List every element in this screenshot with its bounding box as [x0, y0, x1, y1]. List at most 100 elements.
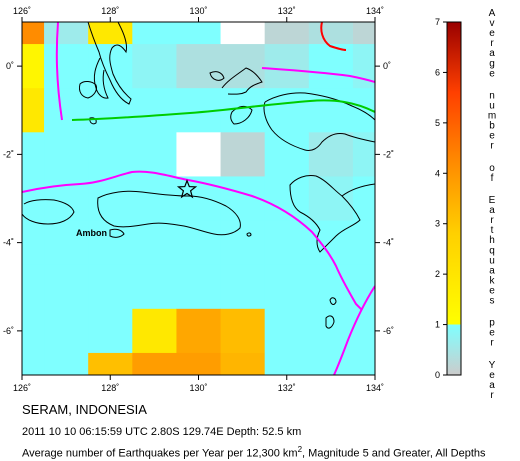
- heatmap-cell: [88, 88, 133, 133]
- heatmap-cell: [88, 308, 133, 354]
- coastline-small-isle-1: [89, 117, 97, 125]
- coastline-buru: [22, 199, 75, 225]
- plate-boundaries: [22, 22, 375, 375]
- x-tick-label: 132˚: [278, 383, 296, 393]
- y-tick-label: -2˚: [383, 149, 394, 159]
- heatmap-cell: [176, 352, 222, 375]
- boundary-southeast-magenta: [333, 285, 375, 375]
- coastline-kai: [325, 315, 335, 329]
- coastline-obi: [79, 81, 97, 99]
- y-tick-label: -6˚: [383, 326, 394, 336]
- heatmap-cell: [220, 22, 266, 45]
- heatmap-cell: [308, 88, 354, 133]
- colorbar-ticks: 0 1 2 3 4 5 6 7: [435, 17, 447, 380]
- heatmap-cell: [88, 22, 133, 45]
- heatmap-cell: [88, 176, 133, 222]
- heatmap-cells: [22, 22, 375, 375]
- heatmap-cell: [352, 132, 375, 177]
- x-tick-label: 132˚: [278, 6, 296, 16]
- heatmap-cell: [176, 44, 222, 89]
- heatmap-cell: [220, 220, 266, 266]
- heatmap-cell: [88, 220, 133, 266]
- heatmap-cell: [44, 44, 89, 89]
- caption-superscript: 2: [297, 445, 303, 454]
- heatmap-cell: [264, 88, 310, 133]
- caption-prefix: Average number of Earthquakes per Year p…: [22, 447, 298, 460]
- heatmap-cell: [176, 132, 222, 177]
- x-tick-label: 128˚: [101, 383, 119, 393]
- heatmap-cell: [22, 308, 45, 354]
- heatmap-cell: [220, 264, 266, 310]
- heatmap-cell: [132, 264, 177, 310]
- colorbar-tick-label: 7: [435, 17, 440, 27]
- coastline-halmahera-arm: [93, 57, 109, 99]
- heatmap-cell: [22, 22, 45, 45]
- heatmap-cell: [176, 308, 222, 354]
- heatmap-cell: [308, 22, 354, 45]
- y-tick-label: -2˚: [3, 149, 14, 159]
- ambon-label: Ambon: [76, 228, 107, 238]
- heatmap-cell: [22, 176, 45, 222]
- heatmap-cell: [22, 352, 45, 375]
- heatmap-cell: [352, 22, 375, 45]
- heatmap-cell: [132, 220, 177, 266]
- x-tick-label: 126˚: [13, 383, 31, 393]
- heatmap-cell: [44, 220, 89, 266]
- coastline-halmahera: [87, 22, 132, 105]
- colorbar-ramp: [446, 21, 462, 376]
- heatmap-cell: [44, 132, 89, 177]
- coastline-salawati: [230, 105, 253, 125]
- heatmap-cell: [132, 352, 177, 375]
- heatmap-cell: [264, 176, 310, 222]
- heatmap-cell: [352, 352, 375, 375]
- heatmap-cell: [88, 352, 133, 375]
- boundary-northeast-red: [320, 22, 347, 51]
- heatmap-cell: [22, 264, 45, 310]
- boundary-west-magenta: [55, 22, 63, 121]
- heatmap-cell: [176, 264, 222, 310]
- coastline-bomberai: [289, 175, 361, 253]
- boundary-north-magenta: [261, 67, 375, 83]
- heatmap-cell: [44, 308, 89, 354]
- heatmap-cell: [264, 264, 310, 310]
- axis-ticks: 126˚ 126˚ 128˚ 128˚ 130˚ 130˚ 132˚ 132˚ 134˚ 134˚…: [3, 6, 394, 393]
- heatmap-cell: [264, 22, 310, 45]
- x-tick-label: 134˚: [366, 383, 384, 393]
- heatmap-cell: [220, 88, 266, 133]
- heatmap-cell: [22, 88, 45, 133]
- colorbar-tick-label: 6: [435, 67, 440, 77]
- colorbar-tick-label: 0: [435, 370, 440, 380]
- epicenter-star-icon: [176, 179, 198, 199]
- y-tick-label: -6˚: [3, 326, 14, 336]
- y-tick-label: -4˚: [3, 238, 14, 248]
- coastline-east-coast: [341, 183, 375, 197]
- x-tick-label: 130˚: [189, 383, 207, 393]
- x-tick-label: 134˚: [366, 6, 384, 16]
- heatmap-cell: [88, 264, 133, 310]
- heatmap-cell: [132, 44, 177, 89]
- y-tick-label: 0˚: [6, 61, 14, 71]
- heatmap-cell: [308, 132, 354, 177]
- colorbar-tick-label: 4: [435, 168, 440, 178]
- coastline-misool: [209, 71, 225, 81]
- heatmap-cell: [352, 264, 375, 310]
- coastline-kai-2: [329, 297, 337, 305]
- heatmap-cell: [132, 132, 177, 177]
- coastline-seram: [97, 190, 241, 236]
- heatmap-cell: [308, 352, 354, 375]
- y-tick-label: -4˚: [383, 238, 394, 248]
- colorbar-tick-label: 2: [435, 269, 440, 279]
- coastline-waigeo: [221, 67, 263, 95]
- y-tick-label: 0˚: [383, 61, 391, 71]
- coastline-small-isle-2: [246, 232, 252, 237]
- heatmap-cell: [22, 220, 45, 266]
- heatmap-cell: [22, 44, 45, 89]
- heatmap-cell: [220, 352, 266, 375]
- heatmap-cell: [352, 220, 375, 266]
- heatmap-cell: [264, 308, 310, 354]
- heatmap-cell: [352, 308, 375, 354]
- heatmap-cell: [132, 22, 177, 45]
- x-tick-label: 128˚: [101, 6, 119, 16]
- colorbar-tick-label: 3: [435, 219, 440, 229]
